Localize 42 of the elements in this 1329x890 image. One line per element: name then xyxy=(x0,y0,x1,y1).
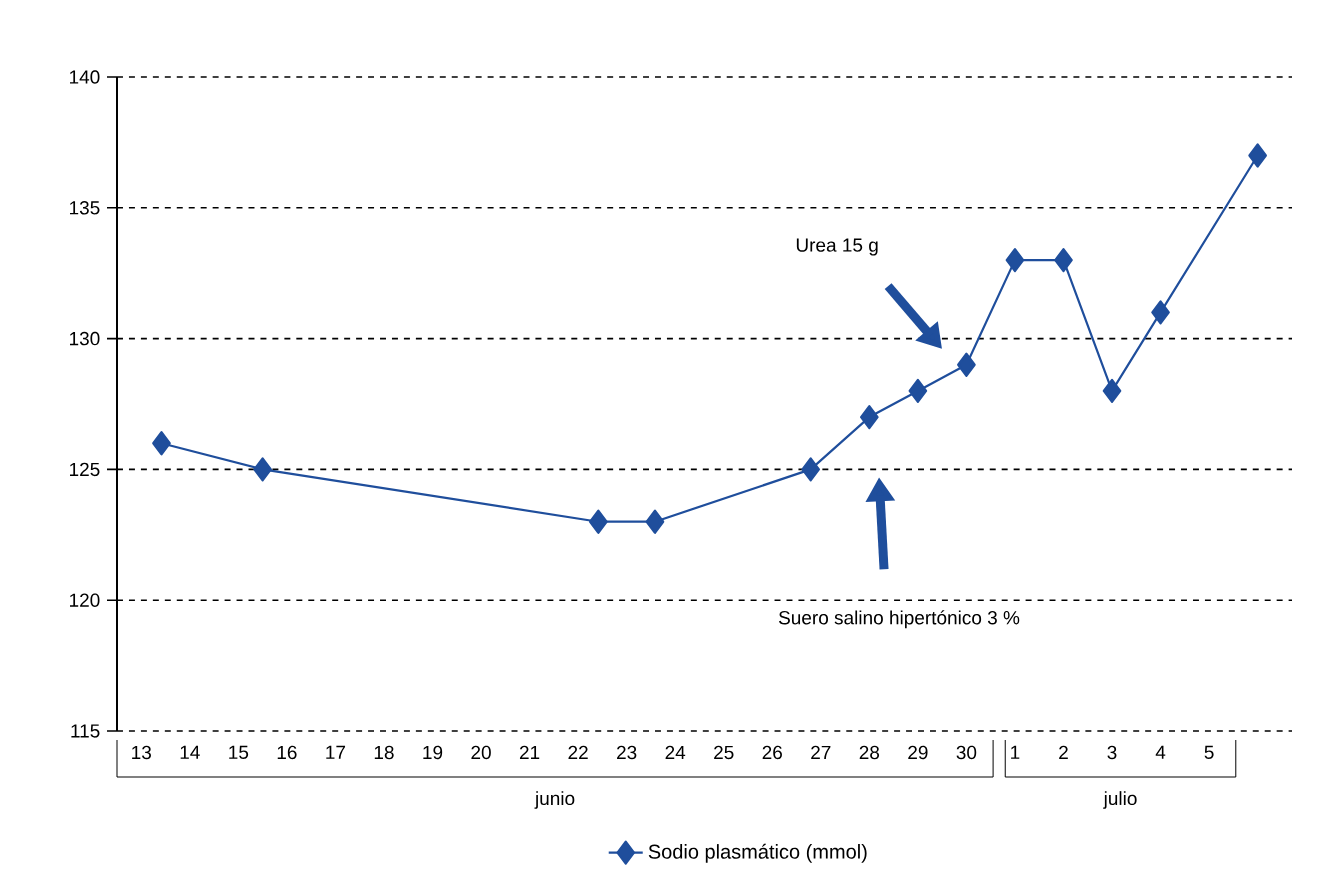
x-tick-label: 20 xyxy=(471,745,491,760)
x-tick-label: 29 xyxy=(908,745,928,760)
point xyxy=(908,378,928,404)
point xyxy=(1005,248,1025,273)
point xyxy=(1054,248,1073,273)
legend-label: Sodio plasmático (mmol) xyxy=(648,843,867,863)
point xyxy=(859,404,879,430)
y-tick-label: 115 xyxy=(71,724,100,738)
x-tick-label: 26 xyxy=(762,745,782,760)
point xyxy=(1151,300,1170,325)
x-tick-label: 5 xyxy=(1204,745,1214,759)
x-tick-label: 24 xyxy=(665,745,686,759)
x-tick-label: 1 xyxy=(1011,745,1020,759)
text: julio xyxy=(1103,791,1137,809)
y-tick-label: 130 xyxy=(70,331,100,346)
y-tick-label: 135 xyxy=(70,201,100,215)
x-tick-label: 4 xyxy=(1155,745,1166,759)
x-tick-label: 3 xyxy=(1107,745,1117,760)
point xyxy=(1248,143,1267,168)
annotation: Suero salino hipertónico 3 % xyxy=(778,610,1020,629)
x-tick-label: 19 xyxy=(423,745,443,760)
x-tick-label: 30 xyxy=(956,745,977,760)
annotation: Urea 15 g xyxy=(796,238,878,256)
point xyxy=(1102,378,1122,404)
y-tick-label: 125 xyxy=(70,462,100,477)
x-tick-label: 28 xyxy=(859,745,880,760)
x-tick-label: 17 xyxy=(326,745,346,759)
x-tick-label: 14 xyxy=(180,745,200,759)
x-tick-label: 13 xyxy=(132,745,151,760)
x-tick-label: 16 xyxy=(277,745,297,760)
y-tick-label: 140 xyxy=(70,70,100,84)
x-tick-label: 27 xyxy=(811,745,831,759)
point xyxy=(957,352,976,377)
y-tick-label: 120 xyxy=(70,593,100,607)
x-tick-label: 22 xyxy=(568,745,588,759)
x-tick-label: 15 xyxy=(229,745,249,759)
x-tick-label: 2 xyxy=(1059,745,1068,759)
x-tick-label: 23 xyxy=(617,745,637,760)
x-tick-label: 21 xyxy=(519,745,540,759)
text: junio xyxy=(534,791,575,809)
x-tick-label: 18 xyxy=(374,745,394,760)
x-tick-label: 25 xyxy=(714,745,734,760)
